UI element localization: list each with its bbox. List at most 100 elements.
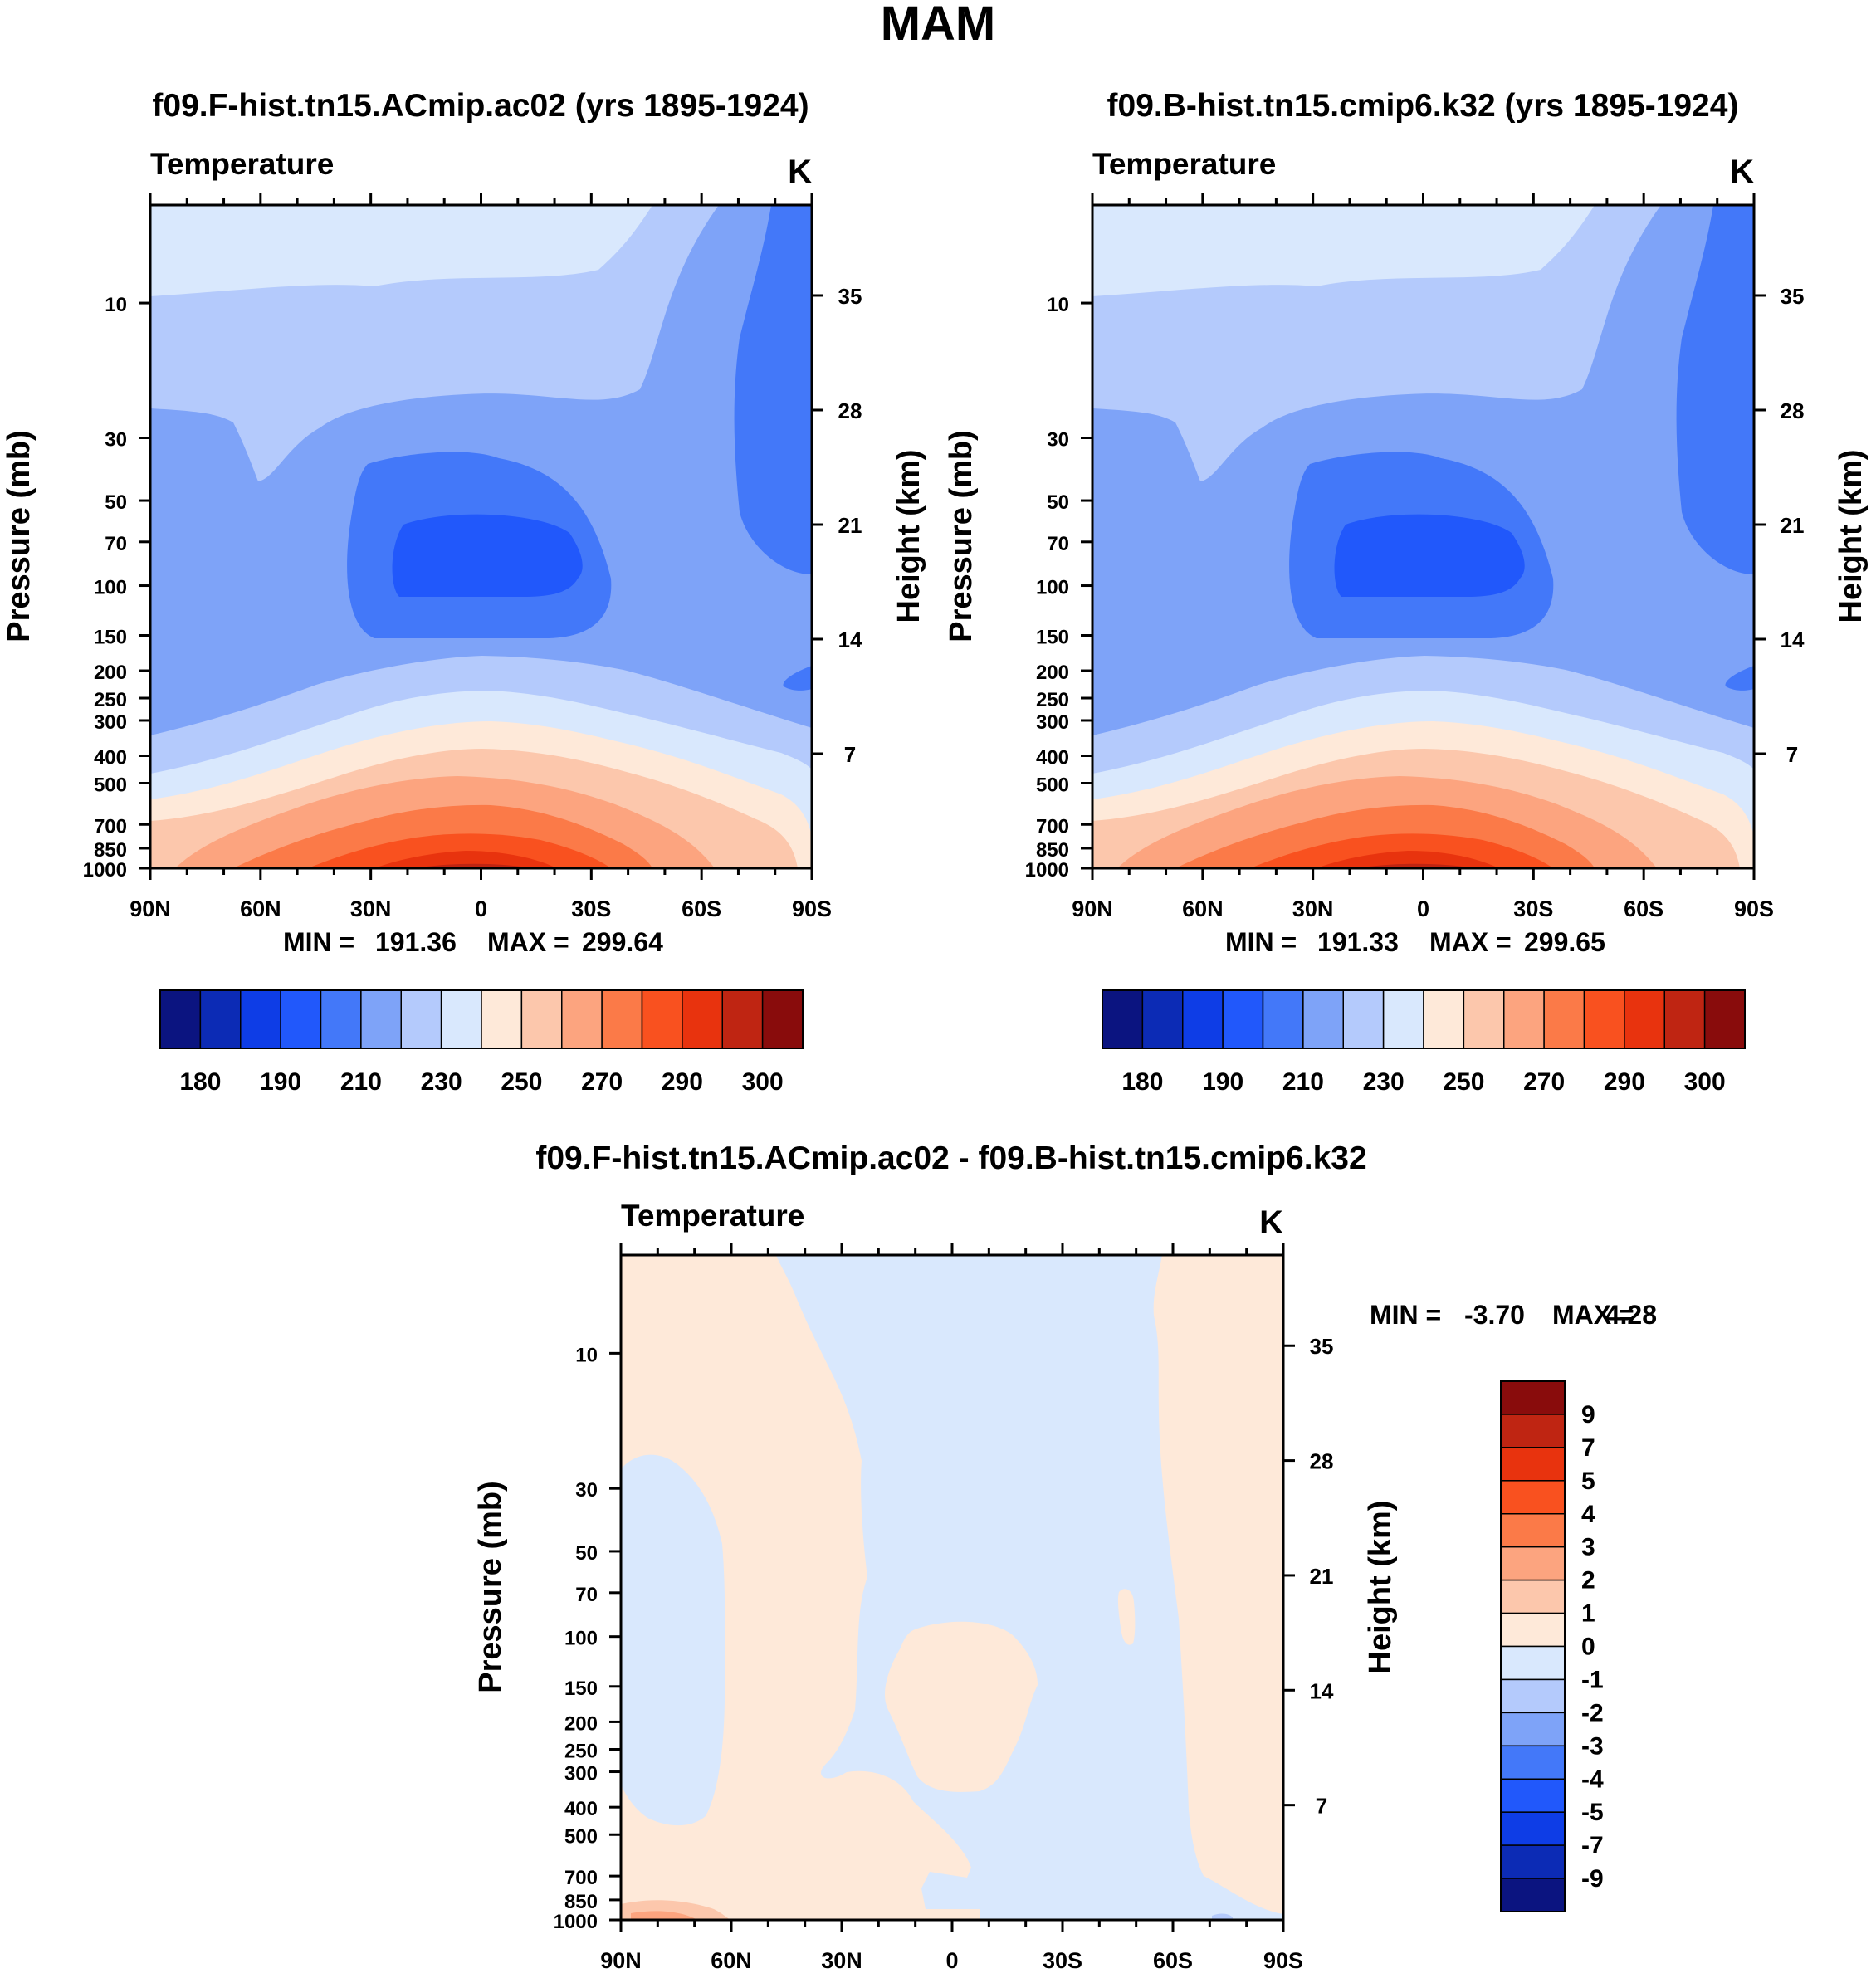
colorbar-box bbox=[280, 989, 322, 1049]
lat-tick-label: 90S bbox=[792, 896, 832, 921]
height-tick-label: 7 bbox=[1316, 1794, 1327, 1819]
lat-tick-label: 90S bbox=[1734, 896, 1774, 921]
height-tick-label: 35 bbox=[1310, 1334, 1334, 1359]
height-tick-label: 35 bbox=[838, 284, 862, 309]
lat-tick-label: 0 bbox=[945, 1948, 958, 1973]
pressure-tick-label: 30 bbox=[105, 429, 127, 452]
height-tick-label: 21 bbox=[838, 513, 862, 538]
pressure-tick-label: 200 bbox=[1036, 662, 1069, 684]
colorbar-label: 4 bbox=[1581, 1501, 1595, 1528]
pressure-tick-label: 200 bbox=[94, 662, 127, 684]
lat-tick-label: 30S bbox=[1513, 896, 1553, 921]
colorbar-label: 290 bbox=[1604, 1068, 1645, 1096]
pressure-tick-label: 400 bbox=[94, 747, 127, 769]
colorbar-frame bbox=[1102, 989, 1746, 1049]
colorbar-box bbox=[1500, 1878, 1566, 1912]
pressure-tick-label: 500 bbox=[564, 1825, 598, 1848]
colorbar-box bbox=[1500, 1612, 1566, 1648]
height-tick-label: 28 bbox=[1310, 1449, 1334, 1474]
colorbar-label: 300 bbox=[742, 1068, 784, 1096]
colorbar-label: 270 bbox=[1523, 1068, 1565, 1096]
pressure-tick-label: 400 bbox=[1036, 747, 1069, 769]
panel-b-units-label: K bbox=[1730, 154, 1754, 190]
lat-tick-label: 30N bbox=[350, 896, 392, 921]
panel-c-y-axis-label: Pressure (mb) bbox=[473, 1481, 508, 1693]
colorbar-box bbox=[601, 989, 643, 1049]
colorbar-label: 3 bbox=[1581, 1534, 1595, 1561]
pressure-tick-label: 700 bbox=[564, 1867, 598, 1889]
panel-b-contour-field bbox=[1092, 205, 1754, 868]
colorbar-box bbox=[1543, 989, 1585, 1049]
colorbar-box bbox=[1182, 989, 1224, 1049]
pressure-tick-label: 250 bbox=[564, 1741, 598, 1763]
colorbar-box bbox=[199, 989, 242, 1049]
colorbar-box bbox=[1500, 1546, 1566, 1581]
pressure-tick-label: 200 bbox=[564, 1712, 598, 1735]
height-tick-label: 14 bbox=[1310, 1678, 1334, 1703]
panel-a: f09.F-hist.tn15.ACmip.ac02 (yrs 1895-192… bbox=[2, 88, 926, 1096]
lat-tick-label: 0 bbox=[1417, 896, 1429, 921]
panel-a-title: f09.F-hist.tn15.ACmip.ac02 (yrs 1895-192… bbox=[152, 88, 809, 124]
panel-b-axes: 1030507010015020025030040050070085010003… bbox=[1025, 193, 1805, 921]
colorbar-label: 230 bbox=[1363, 1068, 1405, 1096]
colorbar-label: 0 bbox=[1581, 1634, 1595, 1661]
colorbar-box bbox=[682, 989, 723, 1049]
colorbar-box bbox=[1500, 1712, 1566, 1747]
pressure-tick-label: 150 bbox=[564, 1678, 598, 1700]
colorbar-box bbox=[1500, 1447, 1566, 1482]
colorbar-box bbox=[1302, 989, 1344, 1049]
lat-tick-label: 90S bbox=[1263, 1948, 1303, 1973]
pressure-tick-label: 500 bbox=[94, 774, 127, 797]
lat-tick-label: 30S bbox=[571, 896, 611, 921]
colorbar-box bbox=[1500, 1678, 1566, 1714]
pressure-tick-label: 50 bbox=[575, 1542, 598, 1565]
colorbar-label: 290 bbox=[662, 1068, 703, 1096]
pressure-tick-label: 250 bbox=[1036, 689, 1069, 711]
colorbar-box bbox=[400, 989, 442, 1049]
colorbar-box bbox=[1262, 989, 1304, 1049]
colorbar-box bbox=[1222, 989, 1264, 1049]
colorbar-label: -3 bbox=[1581, 1732, 1604, 1760]
colorbar-box bbox=[1500, 1811, 1566, 1846]
pressure-tick-label: 1000 bbox=[1025, 859, 1069, 882]
panel-b-colorbar: 180 190 210 230 250 270 290 300 bbox=[1102, 989, 1746, 1096]
pressure-tick-label: 150 bbox=[1036, 626, 1069, 648]
pressure-tick-label: 100 bbox=[94, 577, 127, 599]
panel-b-title: f09.B-hist.tn15.cmip6.k32 (yrs 1895-1924… bbox=[1107, 88, 1739, 124]
height-tick-label: 21 bbox=[1310, 1564, 1334, 1589]
colorbar-box bbox=[1500, 1778, 1566, 1813]
lat-tick-label: 60S bbox=[1153, 1948, 1193, 1973]
colorbar-label: 2 bbox=[1581, 1567, 1595, 1595]
colorbar-box bbox=[1500, 1480, 1566, 1515]
colorbar-box bbox=[159, 989, 202, 1049]
pressure-tick-label: 70 bbox=[105, 533, 127, 555]
pressure-tick-label: 700 bbox=[1036, 815, 1069, 838]
panel-a-variable-label: Temperature bbox=[150, 147, 334, 181]
panel-c-min-label: MIN = bbox=[1370, 1300, 1441, 1330]
colorbar-label: -7 bbox=[1581, 1832, 1604, 1859]
colorbar-box bbox=[1503, 989, 1545, 1049]
height-tick-label: 14 bbox=[838, 628, 862, 652]
colorbar-frame bbox=[159, 989, 804, 1049]
height-tick-label: 14 bbox=[1781, 628, 1805, 652]
colorbar-label: 190 bbox=[1202, 1068, 1243, 1096]
pressure-tick-label: 10 bbox=[1047, 294, 1069, 316]
colorbar-box bbox=[1583, 989, 1625, 1049]
panel-a-max-label: MAX = bbox=[487, 927, 569, 957]
colorbar-box bbox=[360, 989, 402, 1049]
colorbar-box bbox=[721, 989, 764, 1049]
colorbar-box bbox=[1624, 989, 1665, 1049]
panel-a-axes: 1030507010015020025030040050070085010003… bbox=[83, 193, 862, 921]
colorbar-label: -5 bbox=[1581, 1799, 1604, 1826]
pressure-tick-label: 30 bbox=[575, 1479, 598, 1502]
panel-b: f09.B-hist.tn15.cmip6.k32 (yrs 1895-1924… bbox=[944, 88, 1869, 1096]
colorbar-box bbox=[1423, 989, 1465, 1049]
colorbar-box bbox=[520, 989, 563, 1049]
colorbar-label: -1 bbox=[1581, 1666, 1604, 1693]
pressure-tick-label: 70 bbox=[1047, 533, 1069, 555]
colorbar-box bbox=[1663, 989, 1706, 1049]
panel-b-min-label: MIN = bbox=[1225, 927, 1297, 957]
lat-tick-label: 90N bbox=[129, 896, 171, 921]
lat-tick-label: 60N bbox=[711, 1948, 752, 1973]
lat-tick-label: 30N bbox=[1292, 896, 1334, 921]
